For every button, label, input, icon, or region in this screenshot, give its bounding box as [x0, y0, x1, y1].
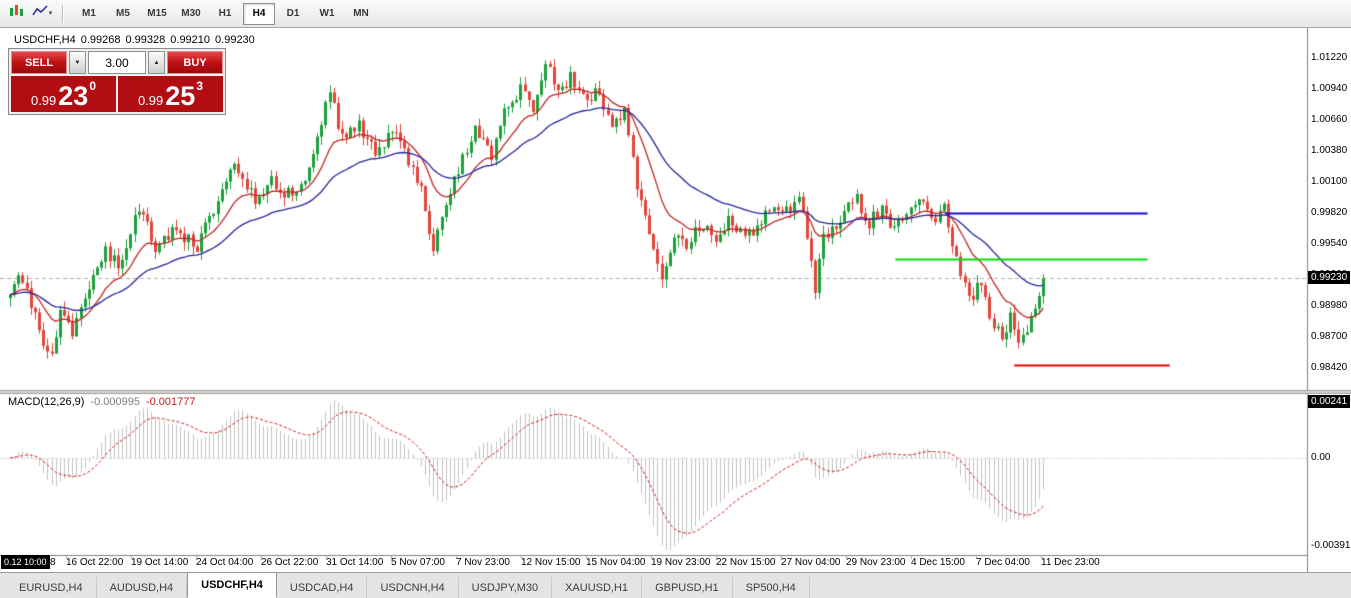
macd-name: MACD(12,26,9) — [8, 396, 85, 408]
buy-price-sup: 3 — [196, 79, 204, 93]
buy-price-display: 0.99 25 3 — [118, 76, 223, 112]
date-axis-label: 27 Nov 04:00 — [781, 557, 841, 568]
date-axis-label: 7 Dec 04:00 — [976, 557, 1030, 568]
tab-usdcad-h4[interactable]: USDCAD,H4 — [277, 577, 368, 598]
toolbar-separator — [62, 4, 64, 23]
macd-scale-top-tag: 0.00241 — [1308, 395, 1351, 408]
sell-price-display: 0.99 23 0 — [11, 76, 116, 112]
tab-sp500-h4[interactable]: SP500,H4 — [733, 577, 810, 598]
sell-button[interactable]: SELL — [11, 51, 67, 74]
macd-signal-value: -0.001777 — [145, 396, 196, 408]
timeframe-button-d1[interactable]: D1 — [286, 8, 300, 19]
date-axis-label: 24 Oct 04:00 — [196, 557, 254, 568]
low-value: 0.99210 — [170, 34, 211, 46]
date-axis-label: 5 Nov 07:00 — [391, 557, 445, 568]
tab-xauusd-h1[interactable]: XAUUSD,H1 — [552, 577, 643, 598]
price-axis-label: 0.98980 — [1311, 300, 1348, 311]
timeframe-button-m1[interactable]: M1 — [82, 8, 96, 19]
toolbar: ▾ M1 M5 M15 M30 H1 H4 D1 W1 MN — [0, 0, 1351, 28]
sell-price-big: 23 — [58, 81, 89, 112]
line-chart-icon — [32, 4, 48, 23]
chart-ohlc-header: USDCHF,H4 0.99268 0.99328 0.99210 0.99230 — [14, 34, 260, 46]
timeframe-button-m15[interactable]: M15 — [147, 8, 167, 19]
volume-increase-button[interactable]: ▲ — [148, 51, 165, 74]
timeframe-button-h1[interactable]: H1 — [218, 8, 232, 19]
macd-main-value: -0.000995 — [90, 396, 140, 408]
time-axis-start-tag: 0.12 10:00 — [1, 555, 50, 569]
macd-scale-bottom-label: -0.00391 — [1311, 540, 1351, 551]
arrow-down-icon: ▼ — [74, 59, 81, 66]
date-axis-label: 31 Oct 14:00 — [326, 557, 384, 568]
date-axis-label: 11 Dec 23:00 — [1041, 557, 1100, 568]
macd-indicator-label: MACD(12,26,9) -0.000995 -0.001777 — [8, 396, 196, 408]
date-axis-label: 26 Oct 22:00 — [261, 557, 319, 568]
date-axis-label: 12 Nov 15:00 — [521, 557, 581, 568]
price-axis-label: 1.00100 — [1311, 176, 1348, 187]
chart-type-button[interactable] — [4, 2, 28, 26]
chevron-down-icon: ▾ — [48, 10, 53, 17]
symbol-label: USDCHF,H4 — [14, 34, 76, 46]
open-value: 0.99268 — [80, 34, 121, 46]
timeframe-button-mn[interactable]: MN — [353, 8, 369, 19]
price-axis-label: 1.00940 — [1311, 83, 1348, 94]
buy-price-big: 25 — [165, 81, 196, 112]
arrow-up-icon: ▲ — [153, 59, 160, 66]
timeframe-button-w1[interactable]: W1 — [319, 8, 335, 19]
tab-usdchf-h4[interactable]: USDCHF,H4 — [187, 572, 277, 598]
date-axis-label: 19 Nov 23:00 — [651, 557, 711, 568]
tab-gbpusd-h1[interactable]: GBPUSD,H1 — [642, 577, 733, 598]
price-axis-label: 0.98700 — [1311, 331, 1348, 342]
timeframe-button-group: M1 M5 M15 M30 H1 H4 D1 W1 MN — [72, 2, 378, 25]
price-axis-label: 0.99540 — [1311, 238, 1348, 249]
date-axis-label: 22 Nov 15:00 — [716, 557, 776, 568]
macd-zero-label: 0.00 — [1311, 452, 1331, 463]
price-axis-label: 1.01220 — [1311, 52, 1348, 63]
chart-canvas[interactable] — [0, 28, 1351, 572]
timeframe-button-m5[interactable]: M5 — [116, 8, 130, 19]
chart-workspace: USDCHF,H4 0.99268 0.99328 0.99210 0.99230 SE… — [0, 28, 1351, 572]
date-axis-label: 7 Nov 23:00 — [456, 557, 510, 568]
timeframe-button-h4[interactable]: H4 — [243, 2, 275, 25]
close-value: 0.99230 — [215, 34, 255, 46]
tab-usdjpy-m30[interactable]: USDJPY,M30 — [459, 577, 553, 598]
candlestick-chart-icon — [8, 4, 24, 23]
price-axis-label: 0.98420 — [1311, 362, 1348, 373]
buy-button[interactable]: BUY — [167, 51, 223, 74]
high-value: 0.99328 — [125, 34, 166, 46]
timeframe-button-m30[interactable]: M30 — [181, 8, 201, 19]
volume-field[interactable]: 3.00 — [88, 51, 146, 74]
price-axis-label: 1.00660 — [1311, 114, 1348, 125]
sell-price-sup: 0 — [89, 79, 97, 93]
buy-price-prefix: 0.99 — [137, 93, 164, 108]
date-axis-label: 4 Dec 15:00 — [911, 557, 965, 568]
one-click-trading-panel: SELL ▼ 3.00 ▲ BUY 0.99 23 0 0.99 25 3 — [8, 48, 226, 115]
tab-eurusd-h4[interactable]: EURUSD,H4 — [6, 577, 97, 598]
price-axis-label: 0.99820 — [1311, 207, 1348, 218]
date-axis-label: 19 Oct 14:00 — [131, 557, 189, 568]
date-axis-label: 29 Nov 23:00 — [846, 557, 906, 568]
tab-usdcnh-h4[interactable]: USDCNH,H4 — [367, 577, 459, 598]
indicators-button[interactable]: ▾ — [30, 2, 54, 26]
sell-price-prefix: 0.99 — [30, 93, 57, 108]
chart-tab-bar: EURUSD,H4 AUDUSD,H4 USDCHF,H4 USDCAD,H4 USDC… — [0, 572, 1351, 598]
date-axis-label: 16 Oct 22:00 — [66, 557, 124, 568]
current-price-tag: 0.99230 — [1308, 271, 1351, 284]
price-axis-label: 1.00380 — [1311, 145, 1348, 156]
volume-decrease-button[interactable]: ▼ — [69, 51, 86, 74]
date-axis-label: 15 Nov 04:00 — [586, 557, 646, 568]
tab-audusd-h4[interactable]: AUDUSD,H4 — [97, 577, 188, 598]
date-axis-partial-label: 8 — [50, 557, 56, 568]
